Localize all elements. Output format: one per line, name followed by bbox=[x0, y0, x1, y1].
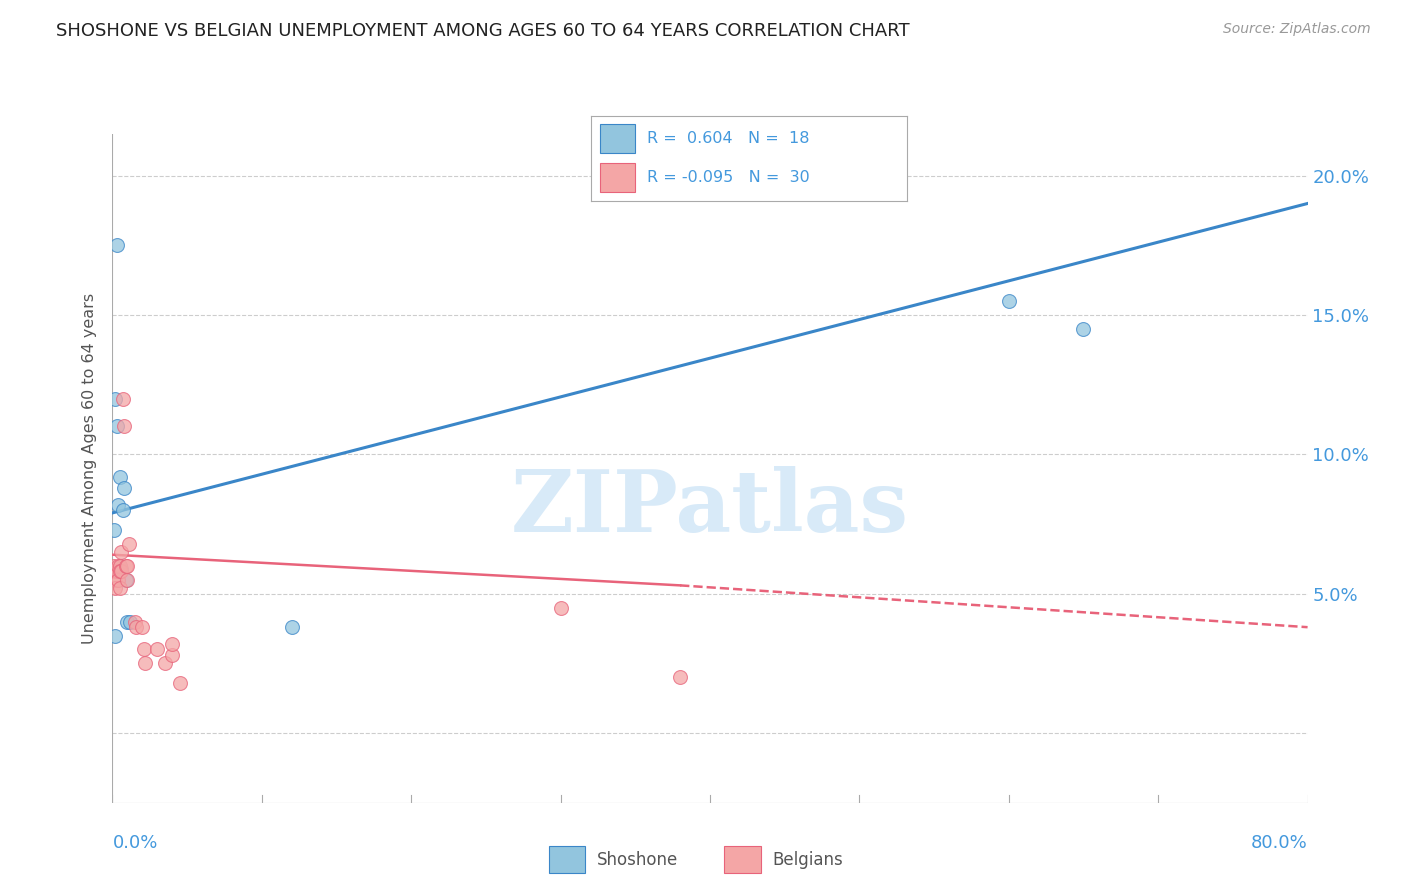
Point bbox=[120, 615, 142, 629]
Point bbox=[108, 581, 131, 595]
Text: R = -0.095   N =  30: R = -0.095 N = 30 bbox=[647, 170, 810, 186]
Point bbox=[105, 565, 128, 579]
Point bbox=[998, 294, 1021, 309]
Point bbox=[1073, 322, 1095, 336]
Point bbox=[117, 558, 139, 573]
FancyBboxPatch shape bbox=[600, 163, 636, 192]
Point bbox=[104, 573, 127, 587]
FancyBboxPatch shape bbox=[724, 847, 761, 873]
Point bbox=[281, 620, 304, 634]
Point bbox=[162, 637, 183, 651]
Text: 80.0%: 80.0% bbox=[1251, 834, 1308, 852]
Point bbox=[134, 657, 156, 671]
Point bbox=[107, 558, 129, 573]
Point bbox=[114, 481, 135, 495]
Point bbox=[169, 676, 191, 690]
Point bbox=[104, 392, 127, 406]
Point bbox=[110, 562, 132, 576]
Point bbox=[162, 648, 183, 662]
Point bbox=[103, 565, 125, 579]
Y-axis label: Unemployment Among Ages 60 to 64 years: Unemployment Among Ages 60 to 64 years bbox=[82, 293, 97, 644]
Point bbox=[104, 628, 127, 642]
Point bbox=[107, 565, 129, 579]
Point bbox=[107, 498, 129, 512]
Point bbox=[108, 558, 131, 573]
Point bbox=[104, 581, 127, 595]
Point bbox=[132, 642, 155, 657]
Point bbox=[153, 657, 176, 671]
Point bbox=[108, 565, 131, 579]
Point bbox=[669, 670, 692, 684]
Point bbox=[110, 545, 132, 559]
Point bbox=[105, 238, 128, 252]
Text: Source: ZipAtlas.com: Source: ZipAtlas.com bbox=[1223, 22, 1371, 37]
Text: Shoshone: Shoshone bbox=[596, 851, 678, 869]
Point bbox=[117, 573, 139, 587]
Text: Belgians: Belgians bbox=[772, 851, 842, 869]
Text: SHOSHONE VS BELGIAN UNEMPLOYMENT AMONG AGES 60 TO 64 YEARS CORRELATION CHART: SHOSHONE VS BELGIAN UNEMPLOYMENT AMONG A… bbox=[56, 22, 910, 40]
Text: ZIPatlas: ZIPatlas bbox=[510, 467, 910, 550]
Text: R =  0.604   N =  18: R = 0.604 N = 18 bbox=[647, 131, 810, 146]
Text: 0.0%: 0.0% bbox=[112, 834, 157, 852]
Point bbox=[103, 558, 125, 573]
Point bbox=[110, 565, 132, 579]
Point bbox=[115, 573, 138, 587]
Point bbox=[114, 419, 135, 434]
Point bbox=[108, 558, 131, 573]
Point bbox=[146, 642, 169, 657]
Point bbox=[124, 615, 146, 629]
FancyBboxPatch shape bbox=[548, 847, 585, 873]
FancyBboxPatch shape bbox=[600, 124, 636, 153]
Point bbox=[118, 536, 141, 550]
Point bbox=[550, 600, 572, 615]
Point bbox=[117, 615, 139, 629]
Point bbox=[103, 523, 125, 537]
Point bbox=[131, 620, 153, 634]
Point bbox=[105, 419, 128, 434]
Point bbox=[115, 558, 138, 573]
Point bbox=[108, 469, 131, 483]
Point bbox=[111, 503, 134, 517]
Point bbox=[111, 392, 134, 406]
Point bbox=[107, 573, 129, 587]
Point bbox=[125, 620, 148, 634]
